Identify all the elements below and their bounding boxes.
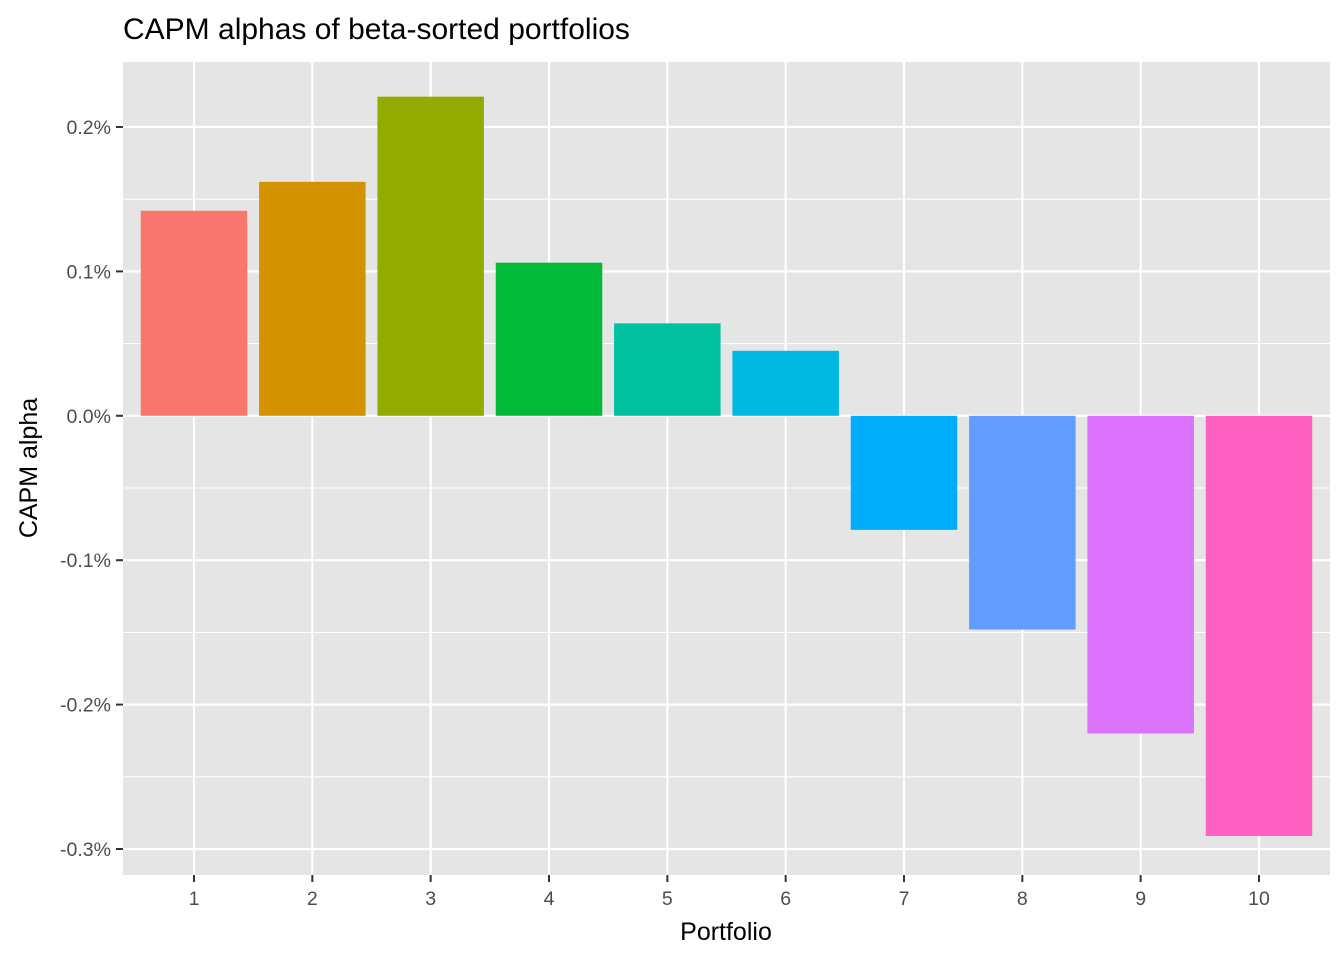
x-axis: 1 2 3 4 5 6 7 8 9 10 bbox=[189, 875, 1270, 910]
bar-portfolio-4 bbox=[495, 262, 603, 416]
bar-portfolio-10 bbox=[1205, 415, 1313, 837]
chart-title: CAPM alphas of beta-sorted portfolios bbox=[123, 13, 630, 46]
y-tick-label: 0.1% bbox=[67, 261, 111, 283]
x-tick-label: 5 bbox=[662, 888, 673, 910]
x-axis-title: Portfolio bbox=[680, 918, 772, 946]
x-tick-label: 4 bbox=[544, 888, 555, 910]
bar-portfolio-3 bbox=[377, 96, 484, 416]
y-tick-label: -0.1% bbox=[60, 550, 111, 572]
x-tick-label: 1 bbox=[189, 888, 200, 910]
bar-portfolio-2 bbox=[259, 181, 366, 416]
x-tick-label: 6 bbox=[780, 888, 791, 910]
bar-portfolio-8 bbox=[969, 415, 1076, 630]
x-tick-label: 10 bbox=[1248, 888, 1270, 910]
x-tick-label: 9 bbox=[1135, 888, 1146, 910]
y-axis: 0.2% 0.1% 0.0% -0.1% -0.2% -0.3% bbox=[60, 117, 123, 861]
x-tick-label: 7 bbox=[899, 888, 910, 910]
x-tick-label: 2 bbox=[307, 888, 318, 910]
bar-portfolio-6 bbox=[732, 350, 839, 416]
y-tick-label: -0.2% bbox=[60, 695, 111, 717]
bar-portfolio-7 bbox=[850, 415, 958, 530]
x-tick-label: 3 bbox=[425, 888, 436, 910]
bar-portfolio-5 bbox=[614, 323, 721, 416]
bars bbox=[140, 96, 1313, 837]
y-tick-label: -0.3% bbox=[60, 839, 111, 861]
y-tick-label: 0.0% bbox=[67, 406, 111, 428]
y-tick-label: 0.2% bbox=[67, 117, 111, 139]
bar-portfolio-9 bbox=[1087, 415, 1194, 734]
y-axis-title: CAPM alpha bbox=[15, 398, 43, 538]
bar-portfolio-1 bbox=[140, 210, 248, 416]
x-tick-label: 8 bbox=[1017, 888, 1028, 910]
